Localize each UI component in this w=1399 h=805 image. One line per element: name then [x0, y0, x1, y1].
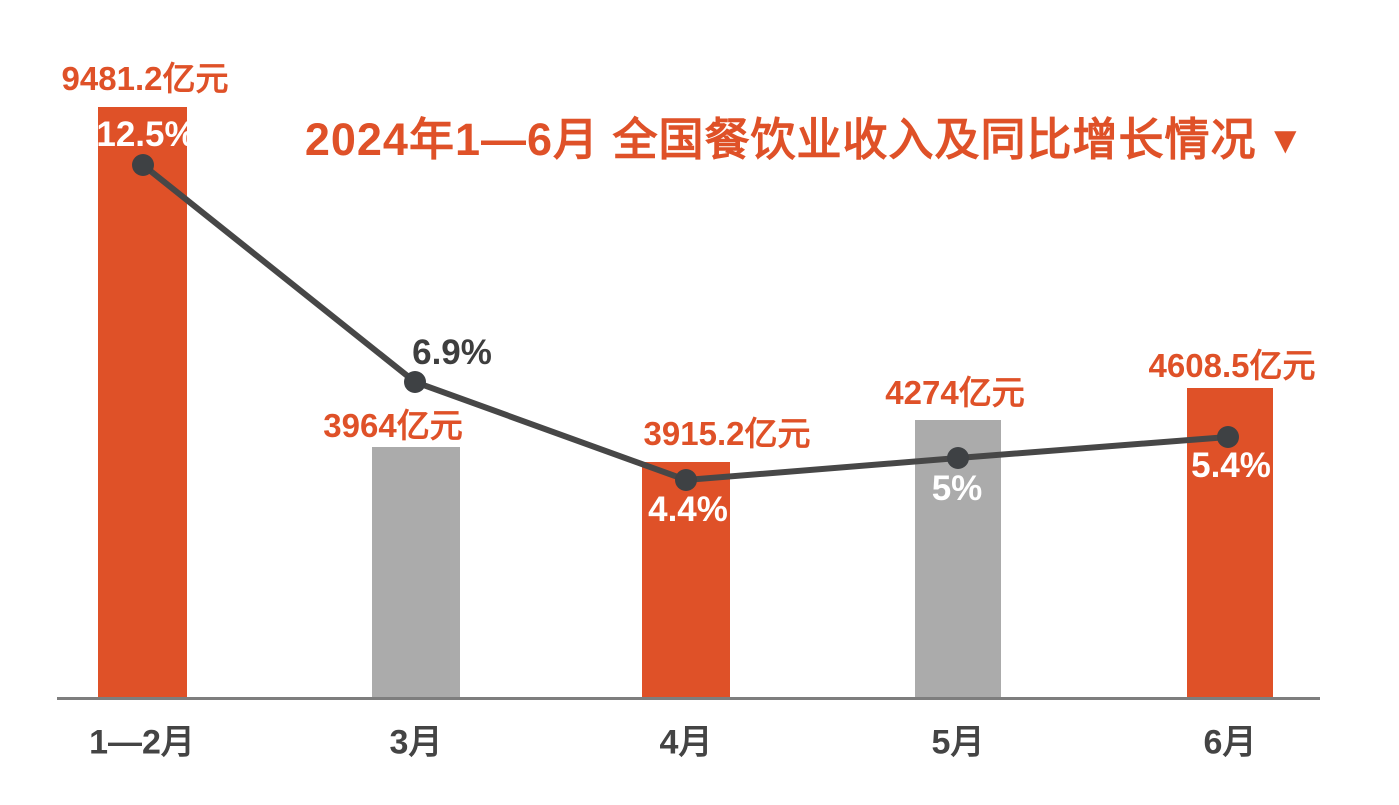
revenue-bar — [98, 107, 187, 697]
revenue-bar — [372, 447, 460, 697]
chart-title: 2024年1—6月 全国餐饮业收入及同比增长情况 ▼ — [255, 103, 1355, 168]
growth-point — [947, 447, 969, 469]
x-axis-label: 1—2月 — [89, 723, 195, 762]
growth-percent-label: 5.4% — [1191, 446, 1271, 485]
title-triangle-icon: ▼ — [1266, 120, 1306, 162]
revenue-value-label: 4608.5亿元 — [1148, 347, 1316, 384]
revenue-value-label: 9481.2亿元 — [61, 60, 229, 97]
x-axis-label: 6月 — [1203, 723, 1257, 762]
growth-point — [675, 469, 697, 491]
x-axis-label: 3月 — [389, 723, 443, 762]
growth-percent-label: 12.5% — [96, 115, 196, 154]
growth-percent-label: 5% — [931, 469, 983, 508]
revenue-bar — [642, 462, 730, 697]
revenue-value-label: 3915.2亿元 — [643, 415, 811, 452]
x-axis-label: 5月 — [931, 723, 985, 762]
growth-percent-label: 6.9% — [412, 333, 492, 372]
revenue-value-label: 3964亿元 — [323, 407, 463, 444]
x-axis-label: 4月 — [659, 723, 713, 762]
growth-point — [1217, 426, 1239, 448]
revenue-value-label: 4274亿元 — [885, 374, 1025, 411]
growth-point — [404, 371, 426, 393]
chart-title-text: 2024年1—6月 全国餐饮业收入及同比增长情况 — [304, 114, 1257, 165]
growth-point — [132, 154, 154, 176]
x-axis-line — [57, 697, 1320, 700]
growth-percent-label: 4.4% — [648, 490, 728, 529]
